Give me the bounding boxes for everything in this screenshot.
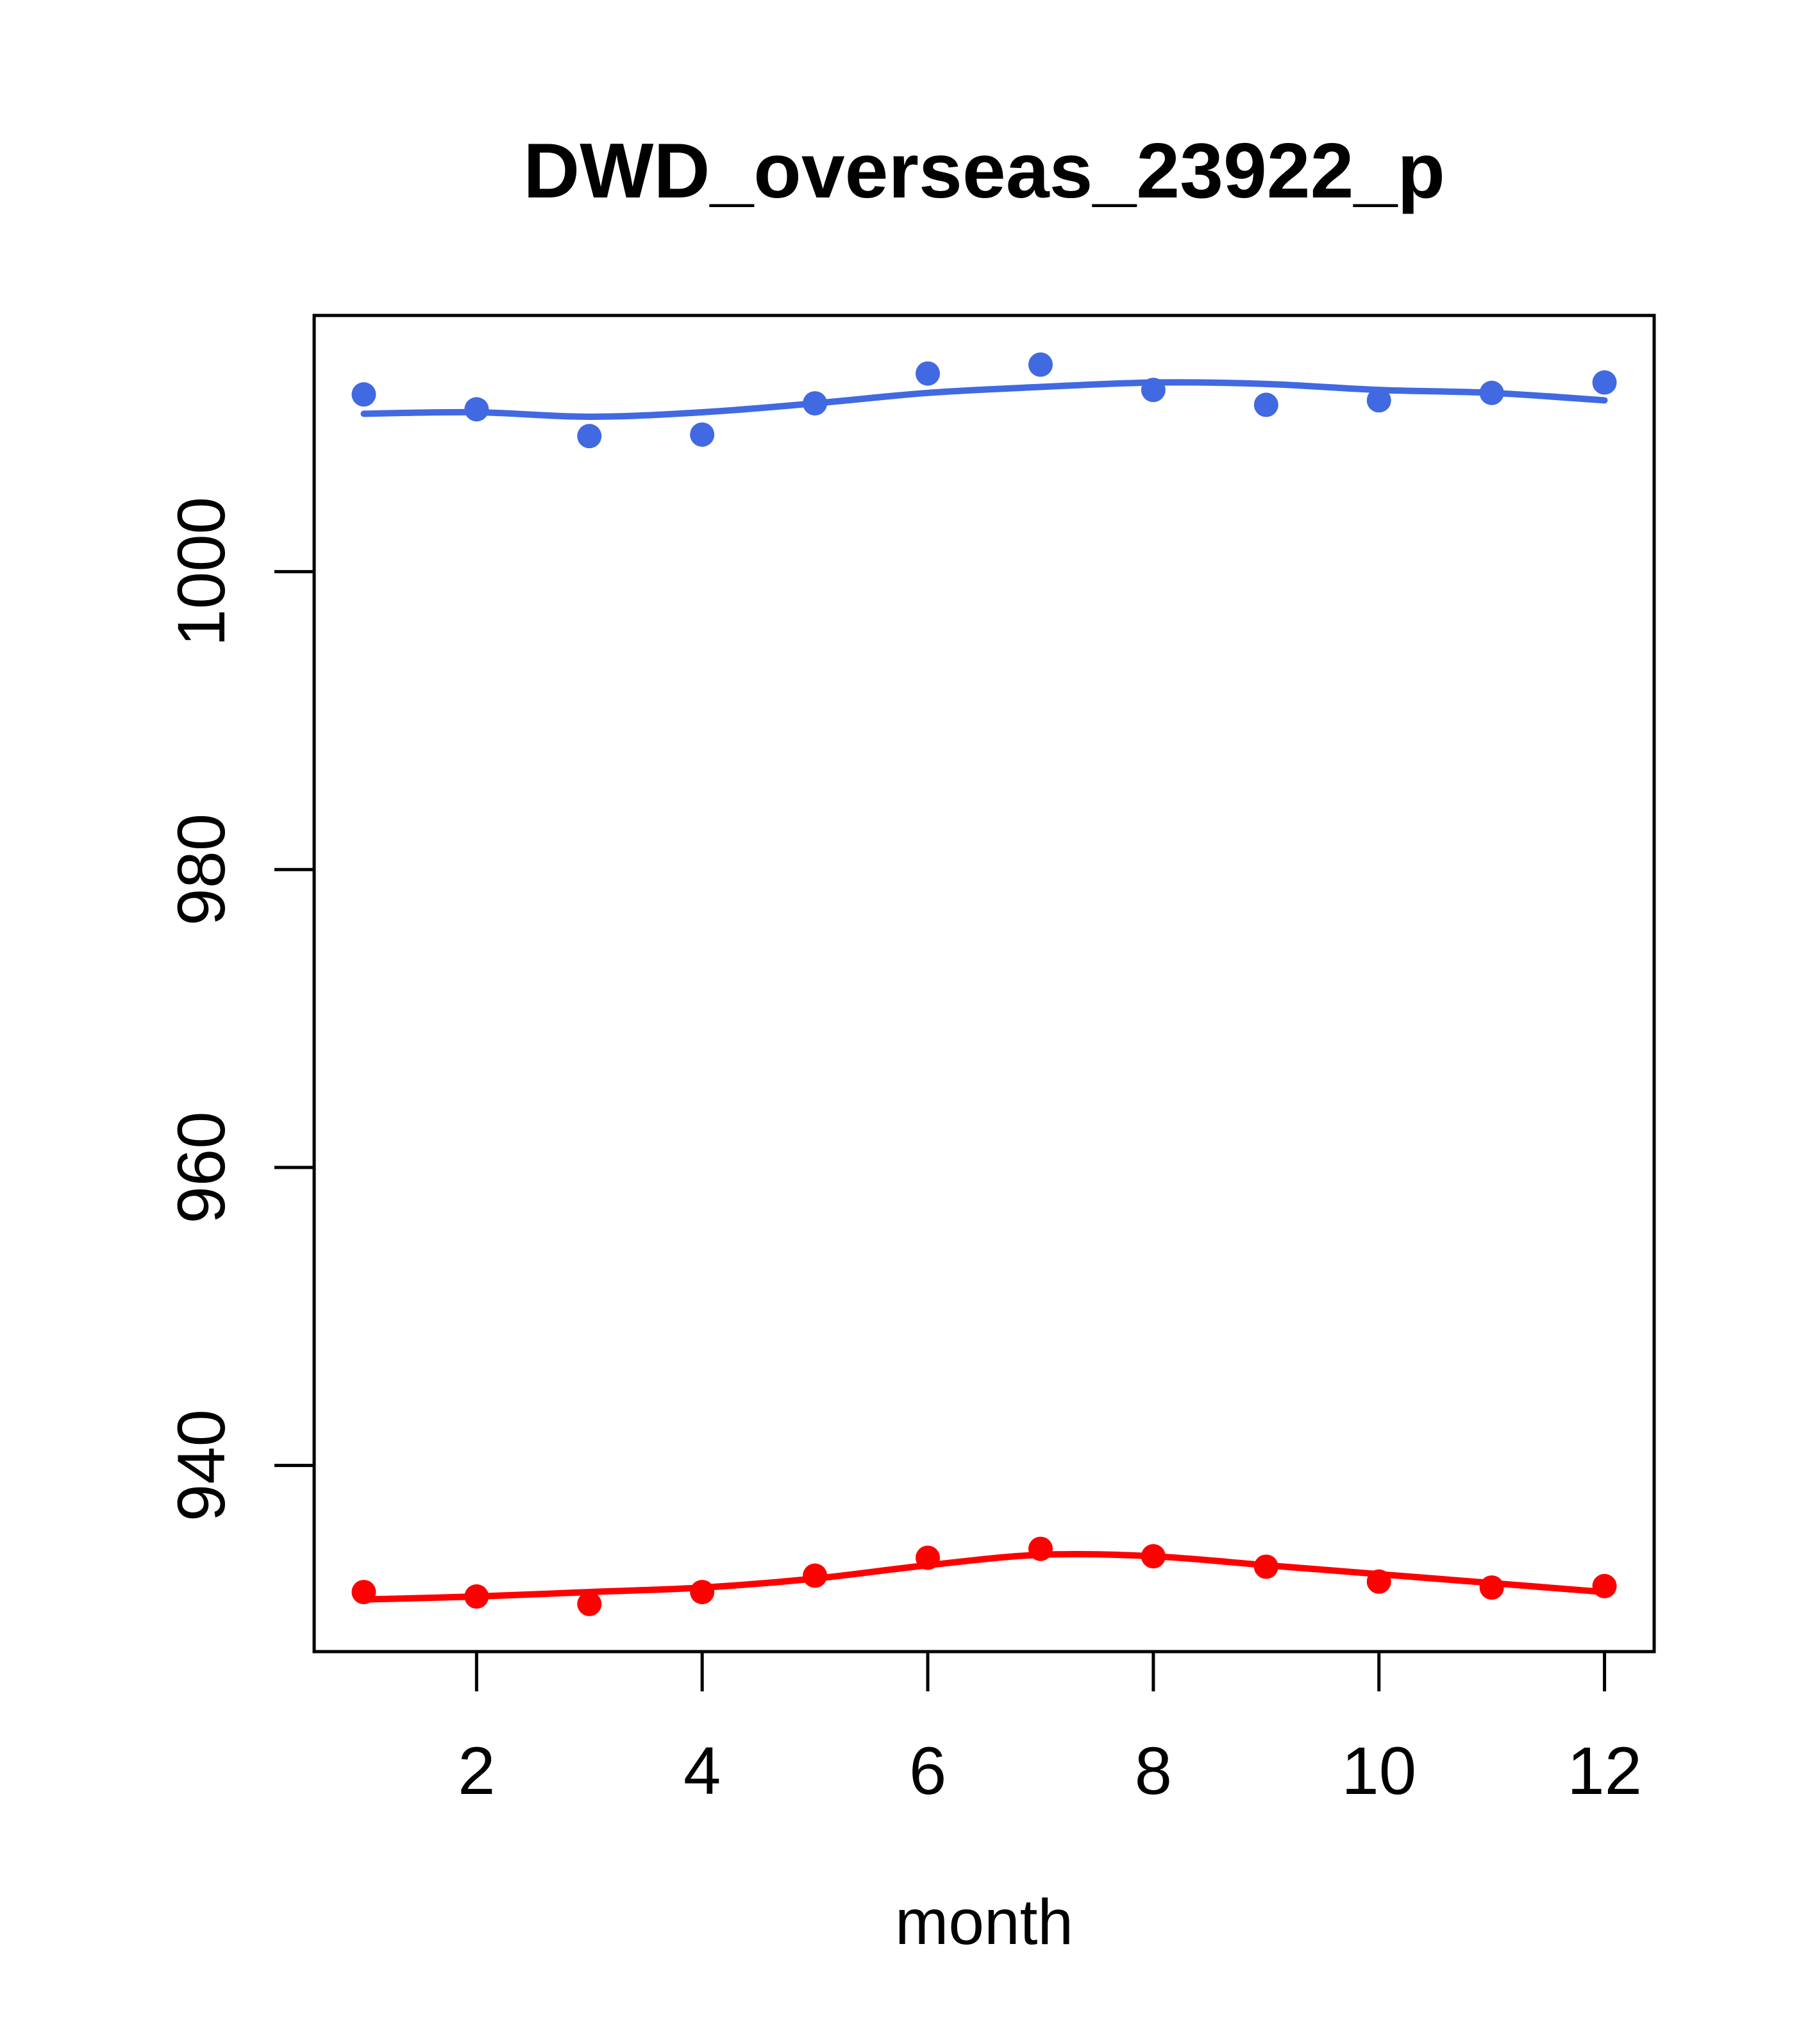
y-tick-label: 1000 xyxy=(164,497,239,647)
y-axis-ticks: 940 960 980 1000 xyxy=(164,497,314,1521)
y-tick-label: 960 xyxy=(164,1111,239,1223)
data-point-red-points xyxy=(690,1580,715,1605)
chart-title: DWD_overseas_23922_p xyxy=(523,127,1445,214)
series-layer xyxy=(351,352,1617,1616)
plot-area-frame xyxy=(312,314,1656,1654)
x-tick-label: 2 xyxy=(458,1734,495,1809)
x-tick-label: 6 xyxy=(909,1734,946,1809)
data-point-blue-points xyxy=(1253,392,1278,417)
data-point-blue-points xyxy=(351,382,376,407)
smooth-line-red-smooth-line xyxy=(360,1550,1608,1603)
data-point-blue-points xyxy=(1366,388,1391,413)
data-point-red-points xyxy=(1479,1575,1504,1600)
data-point-blue-points xyxy=(1028,352,1053,377)
data-point-red-points xyxy=(577,1591,602,1616)
data-point-blue-points xyxy=(916,361,941,386)
x-tick-label: 4 xyxy=(683,1734,721,1809)
y-tick-label: 940 xyxy=(164,1409,239,1521)
smooth-line-blue-smooth-line xyxy=(360,379,1608,420)
x-axis-label: month xyxy=(895,1886,1073,1958)
data-point-blue-points xyxy=(577,424,602,449)
x-tick-label: 8 xyxy=(1135,1734,1172,1809)
x-axis-ticks: 2 4 6 8 10 12 xyxy=(458,1652,1642,1809)
data-point-blue-points xyxy=(690,422,715,447)
x-tick-label: 12 xyxy=(1567,1734,1642,1809)
x-tick-label: 10 xyxy=(1341,1734,1416,1809)
plot-border xyxy=(312,314,1656,1654)
data-point-blue-points xyxy=(1592,370,1617,395)
y-tick-label: 980 xyxy=(164,814,239,926)
